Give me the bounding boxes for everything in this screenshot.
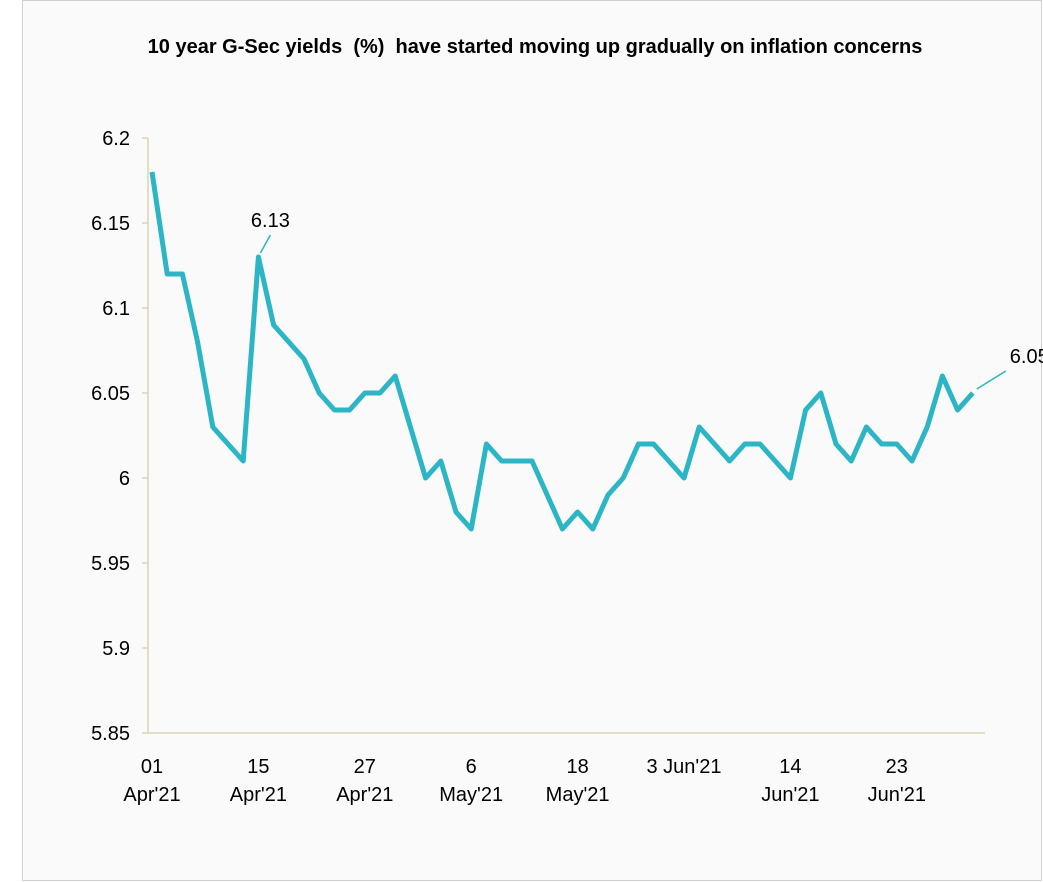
- x-tick-label: 27: [354, 756, 376, 778]
- data-label: 6.05: [1010, 346, 1043, 368]
- x-tick-label: May'21: [439, 784, 503, 806]
- y-tick-label: 5.9: [102, 638, 130, 660]
- y-tick-label: 5.95: [91, 553, 130, 575]
- y-tick-label: 6.05: [91, 383, 130, 405]
- y-tick-label: 6.2: [102, 128, 130, 150]
- x-tick-label: Jun'21: [868, 784, 926, 806]
- data-label: 6.13: [251, 210, 290, 232]
- x-tick-label: May'21: [546, 784, 610, 806]
- y-tick-label: 5.85: [91, 723, 130, 745]
- x-tick-label: 14: [779, 756, 801, 778]
- chart-title: 10 year G-Sec yields (%) have started mo…: [147, 36, 923, 58]
- label-leader: [976, 370, 1007, 390]
- y-tick-label: 6: [119, 468, 130, 490]
- chart-frame: [22, 0, 1042, 881]
- x-tick-label: Apr'21: [336, 784, 393, 806]
- x-tick-label: 15: [247, 756, 269, 778]
- y-tick-label: 6.15: [91, 213, 130, 235]
- x-tick-label: 6: [466, 756, 477, 778]
- x-tick-label: Jun'21: [761, 784, 819, 806]
- x-tick-label: Apr'21: [123, 784, 180, 806]
- line: [149, 171, 975, 532]
- x-tick-label: 23: [886, 756, 908, 778]
- x-tick-label: 18: [566, 756, 588, 778]
- label-leader: [259, 234, 272, 254]
- x-tick-label: Apr'21: [230, 784, 287, 806]
- y-tick-label: 6.1: [102, 298, 130, 320]
- x-tick-label: 01: [141, 756, 163, 778]
- x-tick-label: 3 Jun'21: [647, 756, 722, 778]
